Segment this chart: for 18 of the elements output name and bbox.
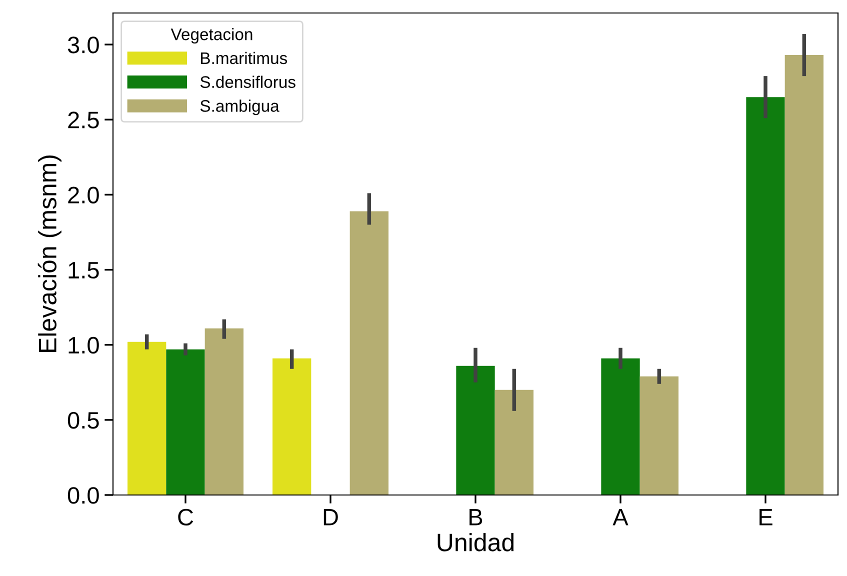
legend-label: S.ambigua xyxy=(200,100,280,116)
y-tick-label: 1.0 xyxy=(68,336,99,354)
y-tick-label: 0.0 xyxy=(68,487,99,504)
y-axis-title: Elevación (msnm) xyxy=(38,156,62,352)
x-tick-label: A xyxy=(612,509,628,526)
legend-title: Vegetacion xyxy=(170,28,252,44)
legend-label: B.maritimus xyxy=(201,52,288,64)
legend-label: S.densiflorus xyxy=(200,76,296,88)
y-tick-label: 2.5 xyxy=(68,112,99,128)
x-tick-label: E xyxy=(760,509,772,526)
y-tick-label: 0.5 xyxy=(68,412,99,429)
x-tick-label: C xyxy=(178,508,194,526)
y-tick-label: 1.5 xyxy=(68,262,99,279)
x-axis-title: Unidad xyxy=(438,532,514,552)
y-tick-label: 3.0 xyxy=(68,36,99,54)
y-tick-label: 2.0 xyxy=(68,186,99,204)
x-tick-label: B xyxy=(470,509,482,526)
x-tick-label: D xyxy=(324,509,338,526)
